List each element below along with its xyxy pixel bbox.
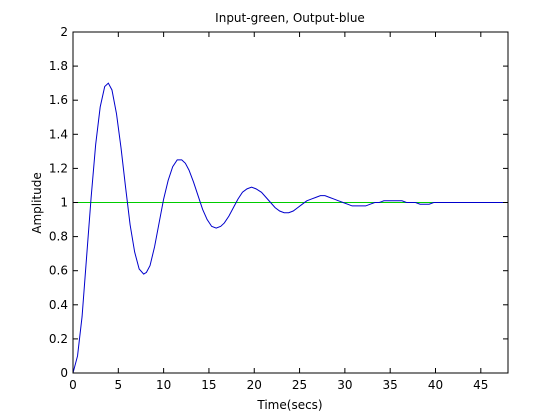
y-tick-label: 0.2 (49, 332, 68, 346)
axes-box (72, 31, 509, 374)
tick-layer: 0 5 10 15 20 25 30 35 40 45 0 0.2 0.4 0.6 0.8 1 1.2 1.4 1.… (49, 25, 508, 392)
y-tick-label: 0 (60, 366, 68, 380)
y-tick-label: 0.4 (49, 298, 68, 312)
x-tick-label: 45 (473, 378, 488, 392)
x-axis-label: Time(secs) (256, 398, 322, 412)
y-tick-label: 2 (60, 25, 68, 39)
x-tick-label: 10 (156, 378, 171, 392)
y-tick-label: 1 (60, 196, 68, 210)
x-tick-label: 40 (428, 378, 443, 392)
y-tick-label: 1.6 (49, 93, 68, 107)
x-tick-label: 30 (337, 378, 352, 392)
x-tick-label: 35 (383, 378, 398, 392)
y-tick-label: 0.8 (49, 230, 68, 244)
x-tick-label: 0 (69, 378, 77, 392)
y-tick-label: 1.8 (49, 59, 68, 73)
y-tick-label: 1.4 (49, 127, 68, 141)
series-layer (72, 82, 508, 374)
output-series-line (72, 82, 508, 374)
y-tick-label: 0.6 (49, 264, 68, 278)
x-tick-label: 5 (114, 378, 122, 392)
chart-title: Input-green, Output-blue (215, 11, 365, 25)
x-tick-label: 20 (247, 378, 262, 392)
x-tick-label: 25 (292, 378, 307, 392)
x-tick-label: 15 (201, 378, 216, 392)
y-axis-label: Amplitude (30, 172, 44, 234)
y-tick-label: 1.2 (49, 161, 68, 175)
